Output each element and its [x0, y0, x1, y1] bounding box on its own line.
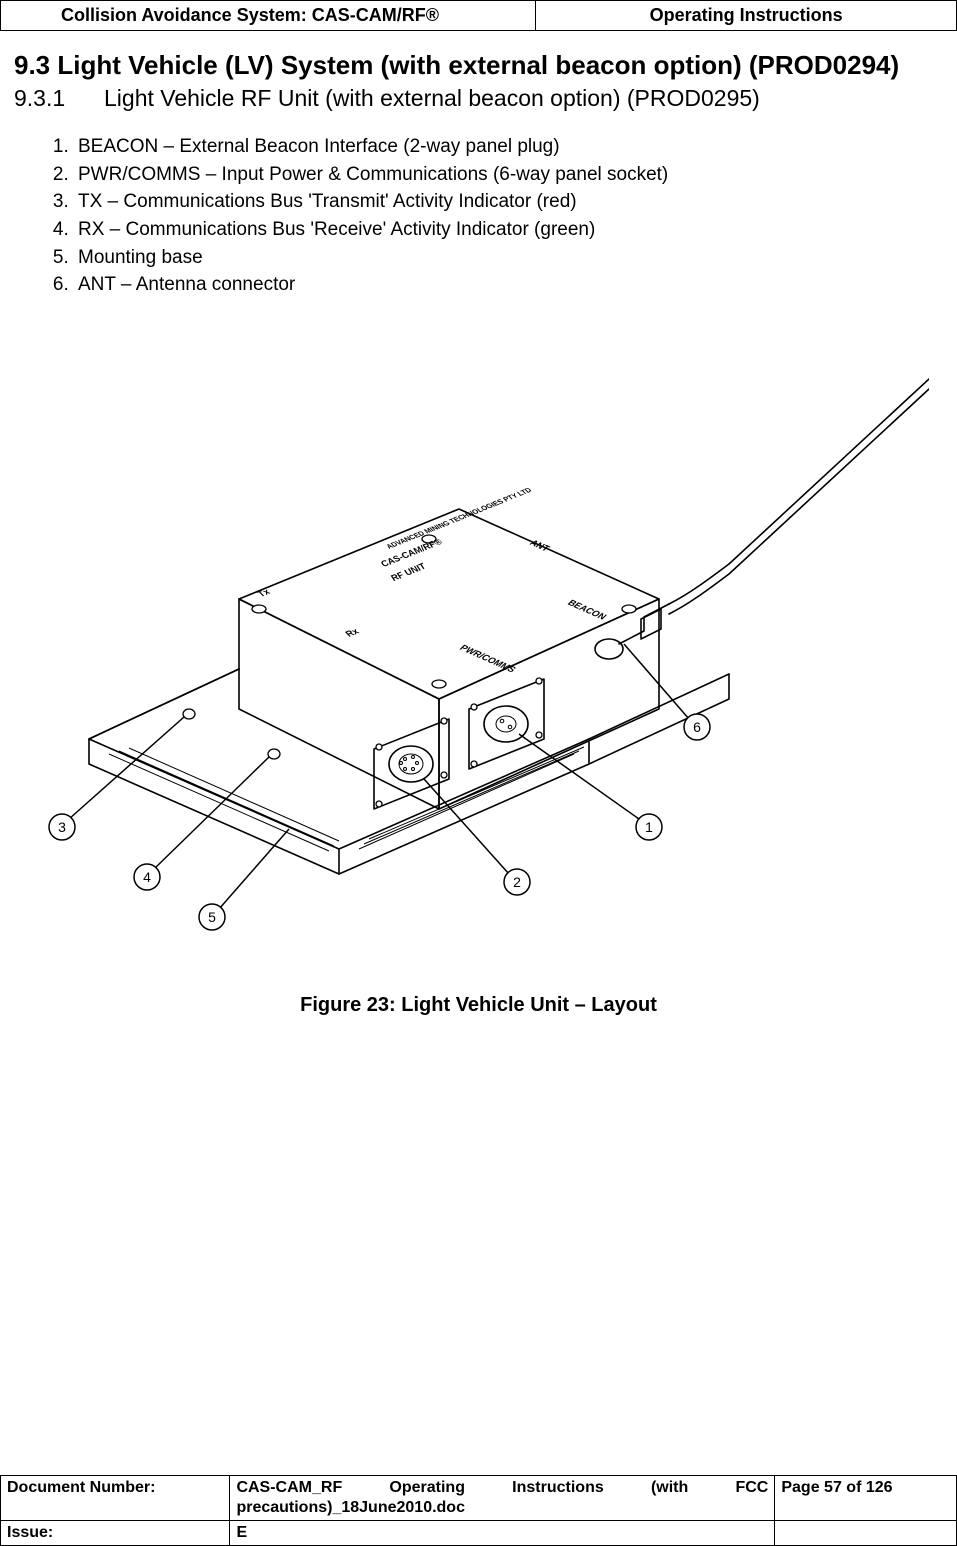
list-item: Mounting base: [74, 244, 943, 272]
svg-text:6: 6: [693, 719, 701, 735]
list-item: RX – Communications Bus 'Receive' Activi…: [74, 216, 943, 244]
footer-issue-label: Issue:: [1, 1521, 230, 1546]
footer-doc-value: CAS-CAM_RF Operating Instructions (with …: [230, 1476, 775, 1521]
subsection-title: Light Vehicle RF Unit (with external bea…: [104, 85, 760, 111]
device-diagram: ADVANCED MINING TECHNOLOGIES PTY LTD CAS…: [29, 319, 929, 959]
section-number: 9.3: [14, 50, 50, 80]
component-list: BEACON – External Beacon Interface (2-wa…: [74, 133, 943, 298]
svg-text:4: 4: [143, 869, 151, 885]
subsection-number: 9.3.1: [14, 84, 104, 114]
subsection-heading: 9.3.1Light Vehicle RF Unit (with externa…: [14, 84, 943, 114]
section-heading: 9.3 Light Vehicle (LV) System (with exte…: [14, 49, 943, 82]
footer-doc-line2: precautions)_18June2010.doc: [236, 1498, 465, 1518]
list-item: BEACON – External Beacon Interface (2-wa…: [74, 133, 943, 161]
footer-page: Page 57 of 126: [775, 1476, 957, 1521]
svg-text:1: 1: [645, 819, 653, 835]
header-left: Collision Avoidance System: CAS-CAM/RF®: [1, 1, 536, 31]
footer-empty: [775, 1521, 957, 1546]
header-right: Operating Instructions: [536, 1, 957, 31]
figure-wrap: ADVANCED MINING TECHNOLOGIES PTY LTD CAS…: [14, 319, 943, 1017]
svg-text:2: 2: [513, 874, 521, 890]
footer-table: Document Number: CAS-CAM_RF Operating In…: [0, 1475, 957, 1546]
svg-text:Tx: Tx: [255, 586, 273, 598]
section-title: Light Vehicle (LV) System (with external…: [57, 50, 899, 80]
footer-doc-label: Document Number:: [1, 1476, 230, 1521]
footer-issue-value: E: [230, 1521, 775, 1546]
svg-text:PWR/COMMS: PWR/COMMS: [457, 643, 517, 674]
svg-text:ADVANCED MINING TECHNOLOGIES P: ADVANCED MINING TECHNOLOGIES PTY LTD: [383, 486, 533, 551]
figure-caption: Figure 23: Light Vehicle Unit – Layout: [14, 994, 943, 1017]
list-item: ANT – Antenna connector: [74, 271, 943, 299]
header-table: Collision Avoidance System: CAS-CAM/RF® …: [0, 0, 957, 31]
list-item: PWR/COMMS – Input Power & Communications…: [74, 161, 943, 189]
svg-text:BEACON: BEACON: [565, 598, 608, 621]
content-region: 9.3 Light Vehicle (LV) System (with exte…: [0, 49, 957, 1017]
svg-text:3: 3: [58, 819, 66, 835]
footer-doc-line1: CAS-CAM_RF Operating Instructions (with …: [236, 1479, 768, 1496]
svg-text:ANT: ANT: [527, 538, 552, 553]
svg-text:Rx: Rx: [343, 626, 362, 638]
list-item: TX – Communications Bus 'Transmit' Activ…: [74, 188, 943, 216]
svg-text:5: 5: [208, 909, 216, 925]
